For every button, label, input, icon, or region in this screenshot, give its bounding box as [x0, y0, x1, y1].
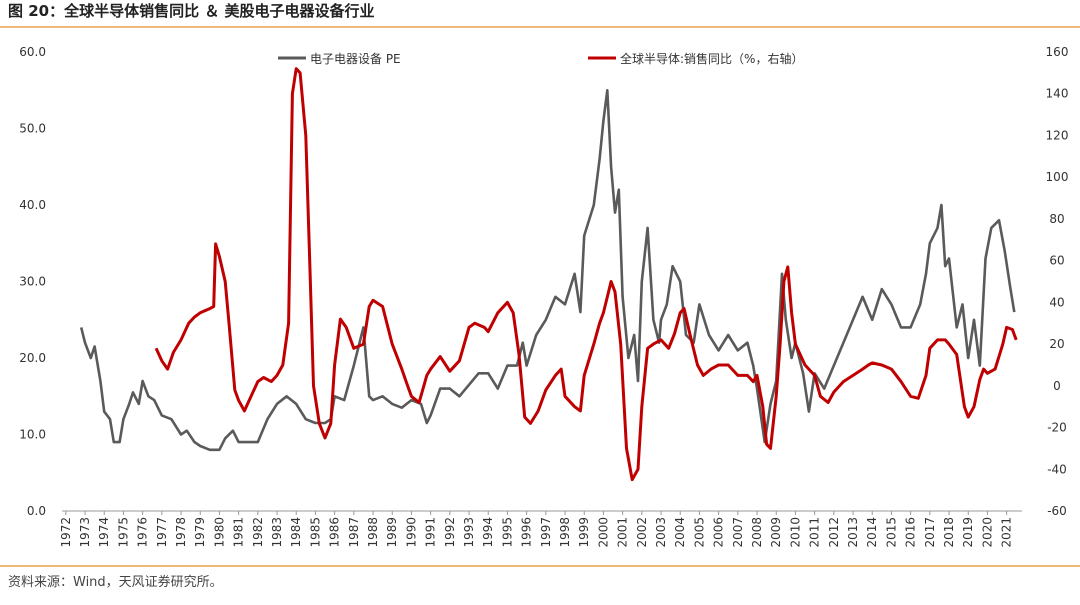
x-tick-label: 1995: [500, 517, 514, 548]
y2-tick-label: 140: [1046, 87, 1069, 101]
x-tick-label: 2018: [942, 517, 956, 548]
x-tick-label: 1977: [155, 517, 169, 548]
x-tick-label: 1996: [520, 517, 534, 548]
y2-tick-label: 100: [1046, 170, 1069, 184]
y2-tick-label: 80: [1049, 212, 1064, 226]
chart-title: 图 20：全球半导体销售同比 ＆ 美股电子电器设备行业: [8, 2, 375, 20]
x-tick-label: 1998: [558, 517, 572, 548]
x-tick-label: 1993: [462, 517, 476, 548]
y-tick-label: 40.0: [19, 198, 46, 212]
x-tick-label: 1981: [232, 517, 246, 548]
legend-label: 全球半导体:销售同比（%，右轴）: [620, 51, 803, 66]
series-line: [154, 67, 1018, 482]
x-tick-label: 2007: [731, 517, 745, 548]
x-tick-label: 1994: [481, 517, 495, 548]
x-tick-label: 1978: [174, 517, 188, 548]
x-tick-label: 1972: [59, 517, 73, 548]
x-tick-label: 2017: [923, 517, 937, 548]
x-tick-label: 2005: [692, 517, 706, 548]
y-tick-label: 20.0: [19, 351, 46, 365]
y-tick-label: 60.0: [19, 45, 46, 59]
y2-tick-label: 40: [1049, 295, 1064, 309]
x-tick-label: 2006: [712, 517, 726, 548]
x-tick-label: 1986: [328, 517, 342, 548]
x-tick-label: 2013: [846, 517, 860, 548]
x-tick-label: 2011: [808, 517, 822, 548]
x-tick-label: 2019: [961, 517, 975, 548]
y-tick-label: 30.0: [19, 275, 46, 289]
y2-tick-label: 120: [1046, 128, 1069, 142]
x-tick-label: 1974: [97, 517, 111, 548]
x-tick-label: 2021: [1000, 517, 1014, 548]
x-tick-label: 1975: [116, 517, 130, 548]
x-tick-label: 1990: [404, 517, 418, 548]
x-tick-label: 2004: [673, 517, 687, 548]
x-tick-label: 2014: [865, 517, 879, 548]
y2-tick-label: 20: [1049, 337, 1064, 351]
y-tick-label: 10.0: [19, 428, 46, 442]
x-tick-label: 1988: [366, 517, 380, 548]
x-tick-label: 2002: [635, 517, 649, 548]
x-tick-label: 1982: [251, 517, 265, 548]
x-tick-label: 1983: [270, 517, 284, 548]
x-tick-label: 1997: [539, 517, 553, 548]
x-tick-label: 2016: [904, 517, 918, 548]
series-line: [79, 89, 1016, 452]
y-tick-label: 50.0: [19, 122, 46, 136]
source: 资料来源：Wind，天风证券研究所。: [8, 574, 223, 590]
x-tick-label: 2015: [884, 517, 898, 548]
x-tick-label: 1973: [78, 517, 92, 548]
x-tick-label: 1992: [443, 517, 457, 548]
y2-tick-label: -60: [1047, 504, 1067, 518]
y2-tick-label: -40: [1047, 462, 1067, 476]
x-tick-label: 1984: [289, 517, 303, 548]
x-tick-label: 2020: [980, 517, 994, 548]
x-tick-label: 2012: [827, 517, 841, 548]
x-tick-label: 2000: [596, 517, 610, 548]
x-tick-label: 1999: [577, 517, 591, 548]
y2-tick-label: 60: [1049, 254, 1064, 268]
y2-tick-label: 160: [1046, 45, 1069, 59]
x-tick-label: 2008: [750, 517, 764, 548]
x-tick-label: 2001: [616, 517, 630, 548]
x-tick-label: 1991: [424, 517, 438, 548]
legend-label: 电子电器设备 PE: [310, 52, 401, 66]
y2-tick-label: -20: [1047, 421, 1067, 435]
y2-tick-label: 0: [1053, 379, 1061, 393]
x-tick-label: 1976: [136, 517, 150, 548]
x-tick-label: 1987: [347, 517, 361, 548]
x-tick-label: 2010: [788, 517, 802, 548]
x-tick-label: 1980: [212, 517, 226, 548]
x-tick-label: 1985: [308, 517, 322, 548]
x-tick-label: 2009: [769, 517, 783, 548]
x-tick-label: 2003: [654, 517, 668, 548]
x-tick-label: 1979: [193, 517, 207, 548]
y-tick-label: 0.0: [27, 504, 46, 518]
x-tick-label: 1989: [385, 517, 399, 548]
